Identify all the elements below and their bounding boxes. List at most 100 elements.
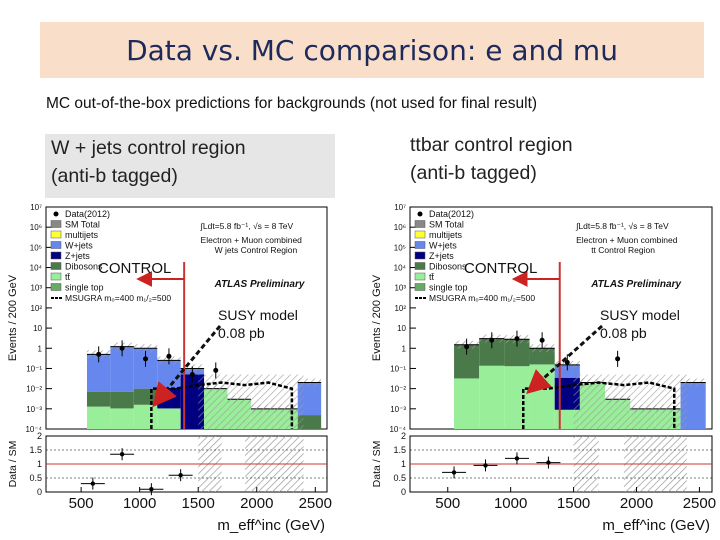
channel-label: Electron + Muon combined (576, 235, 678, 245)
chart-right: 10⁻⁴10⁻³10⁻²10⁻¹11010²10³10⁴10⁵10⁶10⁷Eve… (371, 203, 716, 534)
x-tick-label: 2000 (240, 495, 273, 512)
y-tick-label: 10³ (394, 284, 406, 293)
legend-swatch (414, 283, 426, 291)
legend-entry: Data(2012) (429, 209, 474, 219)
y-axis-label: Events / 200 GeV (371, 274, 383, 361)
susy-label-line2: 0.08 pb (218, 325, 265, 341)
control-label: CONTROL (464, 260, 537, 277)
left-heading-line1: W + jets control region (51, 137, 246, 159)
stack-bar-ttbar (157, 408, 181, 429)
right-panel-heading: ttbar control region (anti-b tagged) (404, 131, 710, 195)
y-tick-label: 1 (402, 344, 407, 353)
stack-bar-ttbar (504, 366, 530, 429)
stack-bar-ttbar (479, 365, 505, 429)
legend-swatch (50, 220, 62, 228)
signal-legend-entry: MSUGRA m₀=400 m₁/₂=500 (429, 293, 535, 303)
susy-label-line2: 0.08 pb (600, 325, 647, 341)
ratio-tick-label: 1.5 (29, 445, 42, 455)
data-point (96, 351, 102, 357)
data-point (119, 345, 125, 351)
ratio-tick-label: 0.5 (29, 473, 42, 483)
data-point (213, 367, 219, 373)
stack-bar-wjets (133, 348, 158, 389)
legend-entry: tt̄ (65, 272, 71, 282)
channel-label: Electron + Muon combined (201, 235, 303, 245)
y-tick-label: 10⁵ (394, 243, 406, 252)
ratio-tick-label: 1 (401, 459, 406, 469)
x-tick-label: 1000 (494, 495, 527, 512)
y-tick-label: 10⁷ (30, 203, 42, 212)
legend-swatch (414, 230, 426, 239)
legend-swatch (50, 283, 62, 291)
stack-bar-ttbar (86, 406, 111, 429)
y-tick-label: 10⁻¹ (26, 364, 42, 373)
ratio-tick-label: 1.5 (393, 445, 406, 455)
stack-bar-ttbar (133, 404, 158, 429)
legend-entry: SM Total (65, 220, 100, 230)
y-tick-label: 10⁶ (394, 223, 406, 232)
ratio-tick-label: 2 (401, 431, 406, 441)
x-tick-label: 1500 (557, 495, 590, 512)
ratio-tick-label: 1 (37, 459, 42, 469)
legend-swatch (417, 211, 423, 217)
region-label: W jets Control Region (215, 245, 298, 255)
ratio-point (119, 452, 125, 457)
legend-entry: Z+jets (65, 251, 90, 261)
stack-bar-ttbar (110, 408, 134, 429)
data-point (615, 356, 621, 362)
y-tick-label: 10 (33, 324, 42, 333)
legend-entry: Z+jets (429, 251, 454, 261)
atlas-label: ATLAS Preliminary (590, 279, 681, 290)
legend-entry: Data(2012) (65, 209, 110, 219)
y-tick-label: 10³ (30, 284, 42, 293)
x-tick-label: 2500 (299, 495, 332, 512)
y-tick-label: 10⁻³ (26, 405, 42, 414)
y-tick-label: 10² (30, 304, 42, 313)
legend-swatch (414, 262, 426, 270)
y-tick-label: 10⁻³ (390, 405, 406, 414)
stack-bar-dibosons (133, 388, 158, 405)
stack-bar-wjets (86, 354, 111, 392)
legend-entry: W+jets (429, 241, 457, 251)
stack-bar-zjets (157, 387, 181, 409)
legend-swatch (50, 251, 62, 260)
legend-swatch (50, 262, 62, 270)
stack-bar-dibosons (110, 391, 134, 409)
legend-entry: multijets (65, 230, 99, 240)
ratio-point (483, 463, 488, 468)
ratio-tick-label: 2 (37, 431, 42, 441)
lumi-label: ∫Ldt=5.8 fb⁻¹, √s = 8 TeV (200, 221, 294, 231)
data-point (464, 344, 470, 350)
left-heading-line2: (anti-b tagged) (51, 165, 178, 187)
legend-entry: single top (65, 283, 104, 293)
stack-bar-ttbar (454, 378, 480, 429)
y-tick-label: 10⁻² (26, 385, 42, 394)
data-point (514, 336, 520, 342)
x-axis-label: m_eff^inc (GeV) (602, 517, 710, 534)
data-point (489, 337, 495, 343)
y-tick-label: 10⁴ (30, 264, 43, 273)
legend-swatch (414, 272, 426, 281)
susy-label-line1: SUSY model (600, 307, 680, 323)
ratio-point (451, 470, 457, 475)
legend-entry: tt̄ (429, 272, 435, 282)
data-point (143, 356, 149, 362)
legend-swatch (414, 241, 426, 249)
y-tick-label: 10⁷ (394, 203, 406, 212)
legend-entry: SM Total (429, 220, 464, 230)
stack-bar-wjets (157, 360, 181, 388)
right-heading-line1: ttbar control region (410, 134, 573, 156)
y-tick-label: 10⁴ (394, 264, 407, 273)
data-point (539, 337, 545, 343)
ratio-point (90, 481, 96, 486)
ratio-tick-label: 0 (401, 487, 406, 497)
y-tick-label: 10 (397, 324, 406, 333)
left-panel-heading: W + jets control region (anti-b tagged) (45, 134, 335, 198)
legend-swatch (53, 211, 59, 217)
ratio-y-label: Data / SM (7, 441, 19, 488)
ratio-point (149, 487, 154, 492)
susy-label-line1: SUSY model (218, 307, 298, 323)
chart-left: 10⁻⁴10⁻³10⁻²10⁻¹11010²10³10⁴10⁵10⁶10⁷Eve… (7, 203, 332, 534)
x-tick-label: 1000 (123, 495, 156, 512)
